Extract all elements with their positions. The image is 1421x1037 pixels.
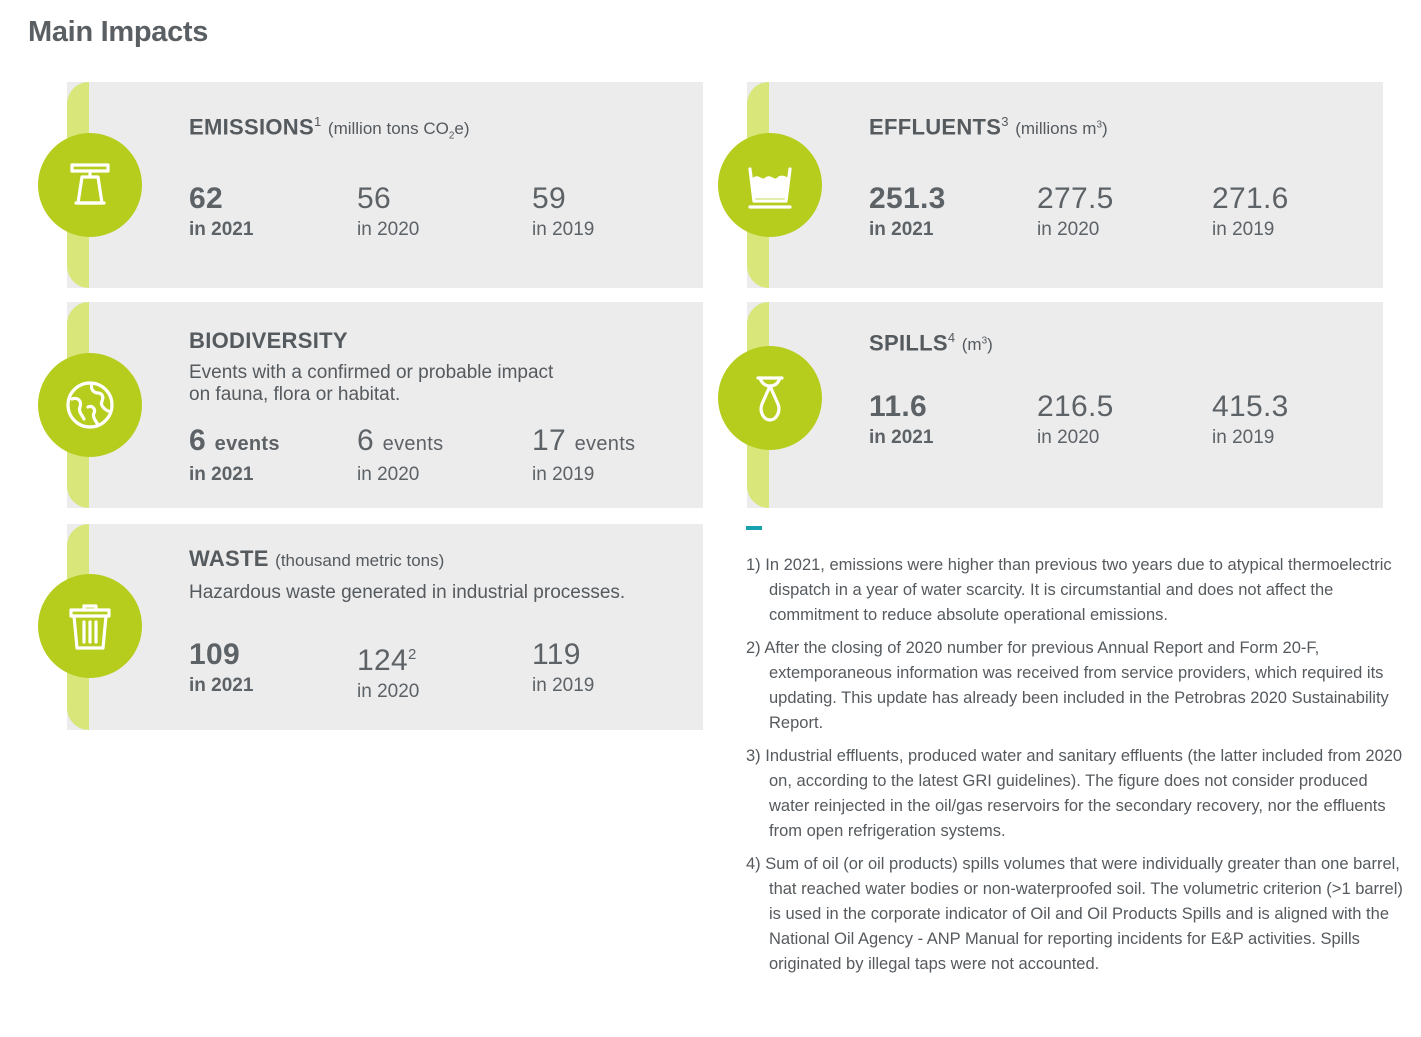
page-title: Main Impacts: [28, 16, 209, 48]
effluents-stat-2019: 271.6 in 2019: [1212, 182, 1289, 240]
drop-icon: [718, 346, 822, 450]
footnotes: 1) In 2021, emissions were higher than p…: [746, 553, 1406, 985]
effluents-stat-2021: 251.3 in 2021: [869, 182, 946, 240]
effluents-card: EFFLUENTS3 (millions m3) 251.3 in 2021 2…: [747, 82, 1383, 288]
footnote-4: 4) Sum of oil (or oil products) spills v…: [746, 855, 1403, 973]
emissions-stat-2020: 56 in 2020: [357, 182, 420, 240]
waste-stat-2021: 109 in 2021: [189, 638, 254, 696]
notes-divider: [746, 526, 762, 530]
footnote-1: 1) In 2021, emissions were higher than p…: [746, 556, 1392, 624]
spills-stat-2020: 216.5 in 2020: [1037, 390, 1114, 448]
trash-icon: [38, 574, 142, 678]
spills-stat-2019: 415.3 in 2019: [1212, 390, 1289, 448]
washbasin-icon: [718, 133, 822, 237]
spills-title: SPILLS4 (m3): [869, 330, 993, 356]
waste-card: WASTE (thousand metric tons) Hazardous w…: [67, 524, 703, 730]
factory-icon: [38, 133, 142, 237]
biodiversity-stat-2020: 6 events in 2020: [357, 424, 444, 485]
effluents-title: EFFLUENTS3 (millions m3): [869, 114, 1108, 140]
waste-stat-2020: 1242 in 2020: [357, 644, 420, 702]
waste-stat-2019: 119 in 2019: [532, 638, 595, 696]
footnote-2: 2) After the closing of 2020 number for …: [746, 639, 1389, 732]
waste-description: Hazardous waste generated in industrial …: [189, 582, 626, 603]
biodiversity-description: Events with a confirmed or probable impa…: [189, 362, 554, 405]
waste-title: WASTE (thousand metric tons): [189, 546, 445, 571]
biodiversity-stat-2021: 6 events in 2021: [189, 424, 280, 485]
globe-icon: [38, 353, 142, 457]
spills-card: SPILLS4 (m3) 11.6 in 2021 216.5 in 2020 …: [747, 302, 1383, 508]
emissions-title: EMISSIONS1 (million tons CO2e): [189, 114, 470, 142]
biodiversity-stat-2019: 17 events in 2019: [532, 424, 636, 485]
emissions-stat-2021: 62 in 2021: [189, 182, 254, 240]
effluents-stat-2020: 277.5 in 2020: [1037, 182, 1114, 240]
biodiversity-card: BIODIVERSITY Events with a confirmed or …: [67, 302, 703, 508]
emissions-card: EMISSIONS1 (million tons CO2e) 62 in 202…: [67, 82, 703, 288]
biodiversity-title: BIODIVERSITY: [189, 328, 348, 353]
footnote-3: 3) Industrial effluents, produced water …: [746, 747, 1403, 840]
spills-stat-2021: 11.6 in 2021: [869, 390, 934, 448]
emissions-stat-2019: 59 in 2019: [532, 182, 595, 240]
